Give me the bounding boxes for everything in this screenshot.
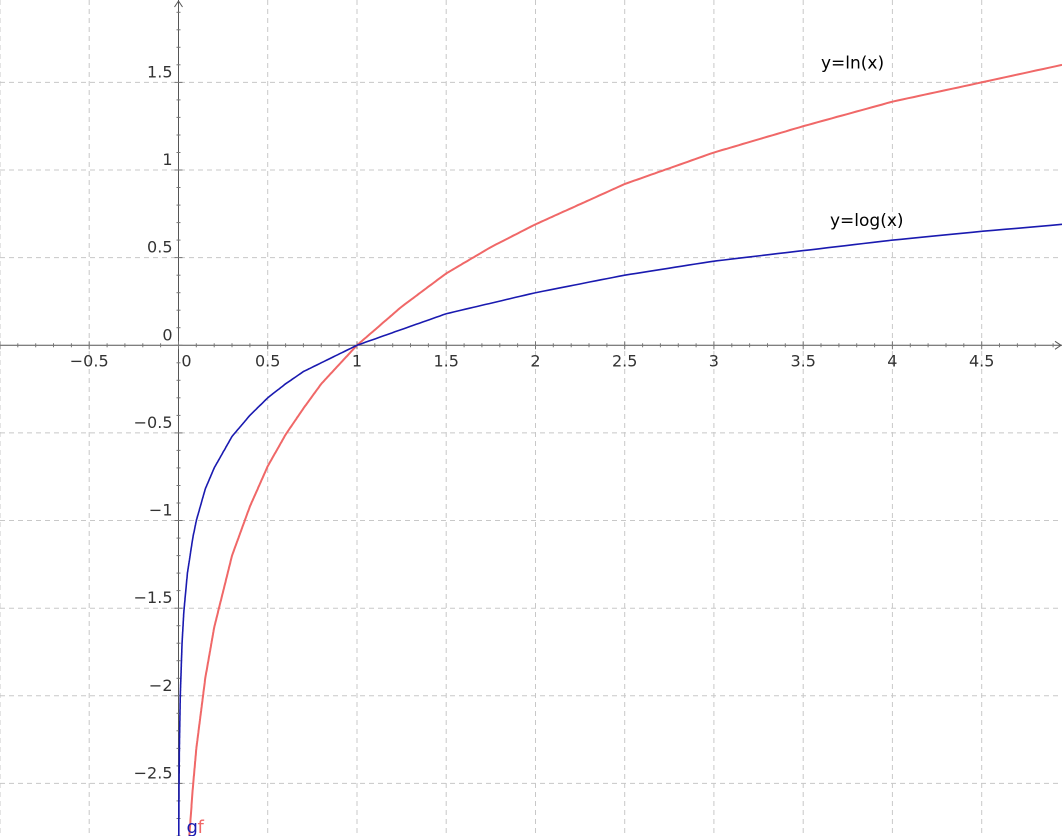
x-tick-label: 2.5	[612, 351, 637, 370]
x-tick-label: −0.5	[70, 351, 109, 370]
y-tick-label: 1	[162, 150, 172, 169]
x-axis-arrow	[1054, 340, 1062, 350]
y-tick-label: −1	[149, 501, 173, 520]
log-curve-name: g	[187, 817, 198, 836]
log-curve	[178, 223, 1062, 836]
y-tick-label: −0.5	[134, 413, 173, 432]
ln-curve-label: y=ln(x)	[821, 53, 884, 73]
y-tick-label: −2	[149, 676, 173, 695]
x-tick-label: 3	[709, 351, 719, 370]
ln-curve	[188, 63, 1062, 836]
y-tick-label: 0.5	[147, 238, 172, 257]
y-axis-arrow	[174, 0, 183, 8]
x-tick-label: 1	[352, 351, 362, 370]
curves	[178, 63, 1062, 836]
x-tick-label: 0.5	[255, 351, 280, 370]
minor-ticks	[0, 11, 1054, 836]
x-tick-label: 2	[530, 351, 540, 370]
log-curve-label: y=log(x)	[830, 211, 904, 231]
tick-labels: −0.5 0 0.5 1 1.5 2 2.5 3 3.5 4 4.5 −2.5 −2 −1.5 −1 −0.5…	[70, 62, 995, 782]
x-tick-label: 4	[887, 351, 897, 370]
ln-curve-name: f	[198, 817, 205, 836]
x-tick-label: 4.5	[969, 351, 994, 370]
y-tick-label: 1.5	[147, 62, 172, 81]
y-tick-label: −1.5	[134, 588, 173, 607]
x-tick-label: 1.5	[433, 351, 458, 370]
x-tick-label: 0	[181, 351, 191, 370]
x-tick-label: 3.5	[790, 351, 815, 370]
origin-label: 0	[162, 325, 172, 344]
y-tick-label: −2.5	[134, 763, 173, 782]
